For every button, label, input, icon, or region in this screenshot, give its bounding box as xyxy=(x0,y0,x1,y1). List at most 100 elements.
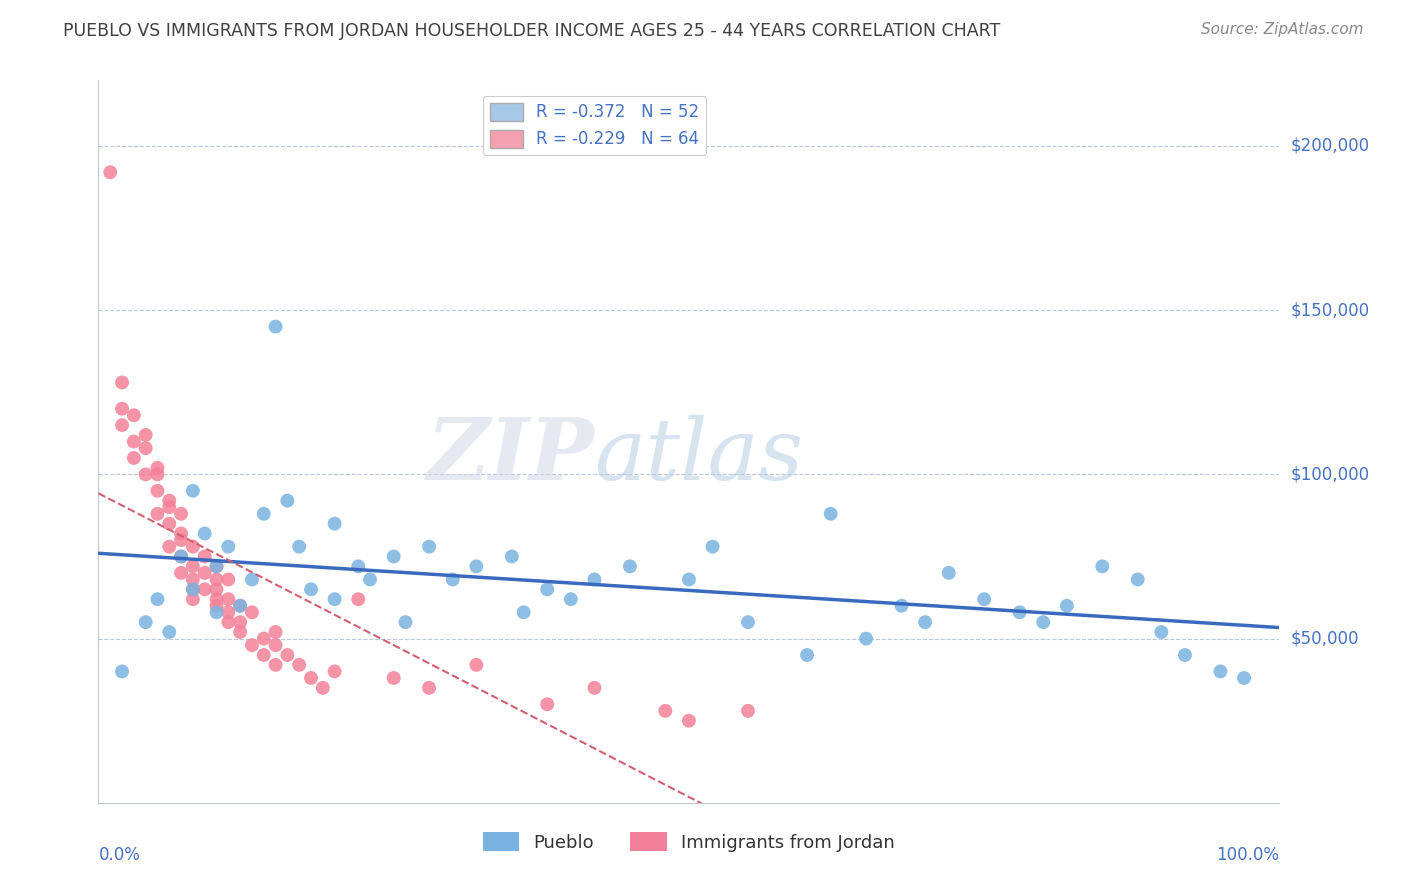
Point xyxy=(229,615,252,630)
Point xyxy=(181,573,204,587)
Point xyxy=(181,540,204,554)
Point xyxy=(146,467,169,482)
Text: 100.0%: 100.0% xyxy=(1216,847,1279,864)
Point xyxy=(512,605,534,619)
Point xyxy=(111,418,134,433)
Point xyxy=(465,657,488,672)
Point xyxy=(194,566,217,580)
Point xyxy=(441,573,464,587)
Point xyxy=(1126,573,1149,587)
Point xyxy=(217,605,239,619)
Point xyxy=(240,573,263,587)
Point xyxy=(678,573,700,587)
Point xyxy=(890,599,912,613)
Point xyxy=(1233,671,1256,685)
Point xyxy=(855,632,877,646)
Point xyxy=(1174,648,1197,662)
Point xyxy=(359,573,381,587)
Point xyxy=(194,582,217,597)
Point xyxy=(157,625,180,640)
Text: Source: ZipAtlas.com: Source: ZipAtlas.com xyxy=(1201,22,1364,37)
Point xyxy=(264,638,287,652)
Point xyxy=(796,648,818,662)
Point xyxy=(276,493,298,508)
Point xyxy=(205,582,228,597)
Point xyxy=(122,409,145,423)
Text: PUEBLO VS IMMIGRANTS FROM JORDAN HOUSEHOLDER INCOME AGES 25 - 44 YEARS CORRELATI: PUEBLO VS IMMIGRANTS FROM JORDAN HOUSEHO… xyxy=(63,22,1001,40)
Point xyxy=(111,376,134,390)
Point xyxy=(654,704,676,718)
Point xyxy=(170,526,193,541)
Point xyxy=(135,428,157,442)
Point xyxy=(135,467,157,482)
Point xyxy=(181,582,204,597)
Point xyxy=(299,671,322,685)
Point xyxy=(288,540,311,554)
Point xyxy=(678,714,700,728)
Text: $150,000: $150,000 xyxy=(1291,301,1369,319)
Point xyxy=(135,615,157,630)
Point xyxy=(205,559,228,574)
Point xyxy=(382,549,405,564)
Point xyxy=(170,533,193,547)
Point xyxy=(122,434,145,449)
Point xyxy=(536,582,558,597)
Point xyxy=(181,592,204,607)
Point xyxy=(299,582,322,597)
Point xyxy=(914,615,936,630)
Point xyxy=(1150,625,1173,640)
Point xyxy=(323,516,346,531)
Point xyxy=(181,483,204,498)
Point xyxy=(217,573,239,587)
Text: 0.0%: 0.0% xyxy=(98,847,141,864)
Point xyxy=(240,638,263,652)
Point xyxy=(394,615,416,630)
Point xyxy=(619,559,641,574)
Point xyxy=(347,592,370,607)
Point xyxy=(418,540,440,554)
Point xyxy=(253,632,276,646)
Point xyxy=(560,592,582,607)
Point xyxy=(194,526,217,541)
Point xyxy=(205,592,228,607)
Text: $200,000: $200,000 xyxy=(1291,137,1369,155)
Point xyxy=(1091,559,1114,574)
Point xyxy=(938,566,960,580)
Point xyxy=(205,599,228,613)
Point xyxy=(253,507,276,521)
Point xyxy=(1032,615,1054,630)
Point xyxy=(146,483,169,498)
Point xyxy=(820,507,842,521)
Point xyxy=(181,559,204,574)
Point xyxy=(98,165,121,179)
Point xyxy=(170,549,193,564)
Point xyxy=(122,450,145,465)
Point xyxy=(205,605,228,619)
Point xyxy=(347,559,370,574)
Point xyxy=(973,592,995,607)
Point xyxy=(111,401,134,416)
Point xyxy=(1209,665,1232,679)
Point xyxy=(146,592,169,607)
Point xyxy=(157,516,180,531)
Point xyxy=(217,540,239,554)
Point xyxy=(253,648,276,662)
Point xyxy=(194,549,217,564)
Text: $50,000: $50,000 xyxy=(1291,630,1360,648)
Point xyxy=(312,681,335,695)
Point xyxy=(157,500,180,515)
Point xyxy=(135,441,157,455)
Point xyxy=(323,592,346,607)
Point xyxy=(240,605,263,619)
Point xyxy=(217,615,239,630)
Point xyxy=(205,559,228,574)
Point xyxy=(229,625,252,640)
Point xyxy=(170,507,193,521)
Point xyxy=(501,549,523,564)
Point xyxy=(264,625,287,640)
Point xyxy=(170,549,193,564)
Point xyxy=(288,657,311,672)
Point xyxy=(229,599,252,613)
Point xyxy=(583,573,606,587)
Point xyxy=(702,540,724,554)
